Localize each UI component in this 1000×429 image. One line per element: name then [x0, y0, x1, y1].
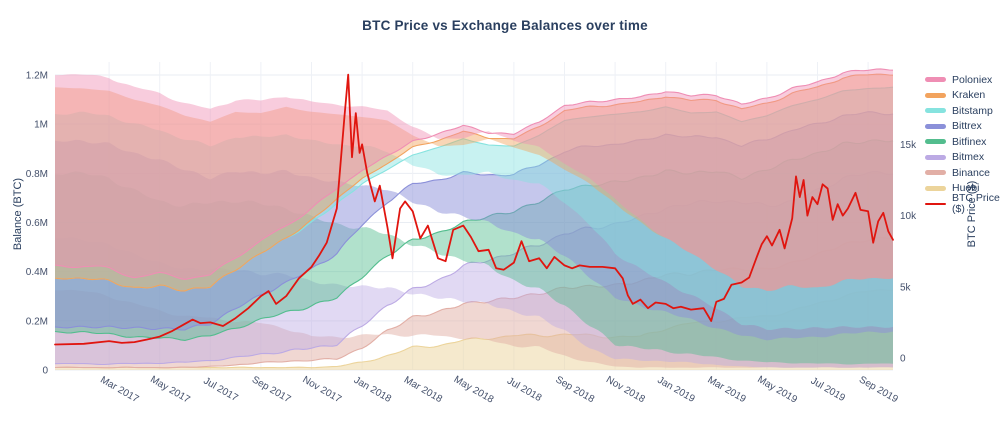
legend-item-btc-price-[interactable]: BTC Price ($) — [925, 192, 1000, 215]
legend-swatch-icon — [925, 92, 946, 98]
x-tick-label: May 2019 — [755, 374, 799, 406]
legend-label: Bitfinex — [952, 135, 987, 148]
legend-item-huobi[interactable]: Huobi — [925, 181, 1000, 197]
legend-item-bitmex[interactable]: Bitmex — [925, 150, 1000, 166]
area-poloniex — [55, 68, 893, 291]
legend-item-kraken[interactable]: Kraken — [925, 88, 1000, 104]
x-tick-label: May 2018 — [452, 374, 496, 406]
y-right-tick-label: 10k — [900, 211, 917, 222]
x-tick-label: Sep 2018 — [553, 374, 596, 405]
y-left-tick-label: 0 — [42, 366, 48, 377]
legend-item-binance[interactable]: Binance — [925, 165, 1000, 181]
legend-swatch-icon — [925, 170, 946, 176]
area-bittrex — [55, 111, 893, 341]
legend-item-bittrex[interactable]: Bittrex — [925, 119, 1000, 135]
legend-swatch-icon — [925, 185, 946, 191]
x-tick-label: Nov 2018 — [604, 374, 647, 405]
y-left-tick-label: 0.8M — [26, 169, 48, 180]
x-tick-label: Jul 2019 — [809, 376, 848, 405]
y-left-tick-label: 1.2M — [26, 71, 48, 82]
legend-label: Kraken — [952, 89, 986, 101]
legend-swatch-icon — [925, 108, 946, 114]
legend-label: Binance — [952, 166, 990, 179]
right-tick-labels: 0 5k 10k 15k — [900, 140, 917, 365]
y-right-tick-label: 15k — [900, 140, 917, 151]
y-left-tick-label: 0.6M — [26, 218, 48, 229]
x-tick-label: Mar 2017 — [98, 375, 140, 406]
x-tick-label: Sep 2017 — [250, 374, 293, 405]
x-tick-label: Mar 2019 — [706, 375, 748, 406]
legend-swatch-icon — [925, 139, 946, 145]
area-line-kraken — [54, 73, 894, 292]
legend-label: Bitstamp — [952, 104, 993, 117]
x-tick-label: May 2017 — [148, 374, 192, 406]
btc-price-line — [54, 73, 894, 346]
stacked-areas — [54, 68, 894, 370]
x-tick-label: Jul 2017 — [201, 376, 240, 405]
y-left-tick-label: 0.4M — [26, 267, 48, 278]
legend-label: Bitmex — [952, 151, 985, 163]
x-tick-labels: Mar 2017 May 2017 Jul 2017 Sep 2017 Nov 2017… — [98, 374, 900, 406]
legend-label: Poloniex — [952, 73, 993, 86]
left-tick-labels: 0 0.2M 0.4M 0.6M 0.8M 1M 1.2M — [26, 71, 49, 377]
legend-item-poloniex[interactable]: Poloniex — [925, 72, 1000, 88]
legend: Poloniex Kraken Bitstamp Bittrex Bitfinex Bit… — [925, 72, 1000, 215]
legend-swatch-icon — [925, 123, 946, 129]
legend-swatch-icon — [925, 77, 946, 83]
legend-swatch-icon — [925, 154, 946, 160]
x-tick-label: Nov 2017 — [300, 374, 343, 405]
y-left-tick-label: 0.2M — [26, 316, 48, 327]
area-bitstamp — [55, 87, 893, 330]
y-right-tick-label: 5k — [900, 282, 912, 293]
legend-item-bitstamp[interactable]: Bitstamp — [925, 103, 1000, 119]
chart-title: BTC Price vs Exchange Balances over time — [362, 18, 648, 33]
legend-swatch-icon — [925, 202, 946, 205]
legend-item-bitfinex[interactable]: Bitfinex — [925, 134, 1000, 150]
area-line-poloniex — [54, 68, 894, 280]
legend-label: Bittrex — [952, 120, 982, 132]
x-tick-label: Jul 2018 — [505, 376, 544, 405]
legend-label: BTC Price ($) — [952, 192, 1000, 215]
x-tick-label: Jan 2019 — [655, 375, 697, 405]
area-line-bittrex — [54, 111, 894, 331]
x-tick-label: Jan 2018 — [352, 375, 394, 405]
area-binance — [55, 237, 893, 368]
area-kraken — [55, 74, 893, 291]
y-right-tick-label: 0 — [900, 354, 906, 365]
legend-label: Huobi — [952, 182, 980, 194]
x-tick-label: Sep 2019 — [857, 374, 900, 405]
y-left-tick-label: 1M — [34, 120, 48, 131]
x-tick-label: Mar 2018 — [402, 375, 444, 406]
